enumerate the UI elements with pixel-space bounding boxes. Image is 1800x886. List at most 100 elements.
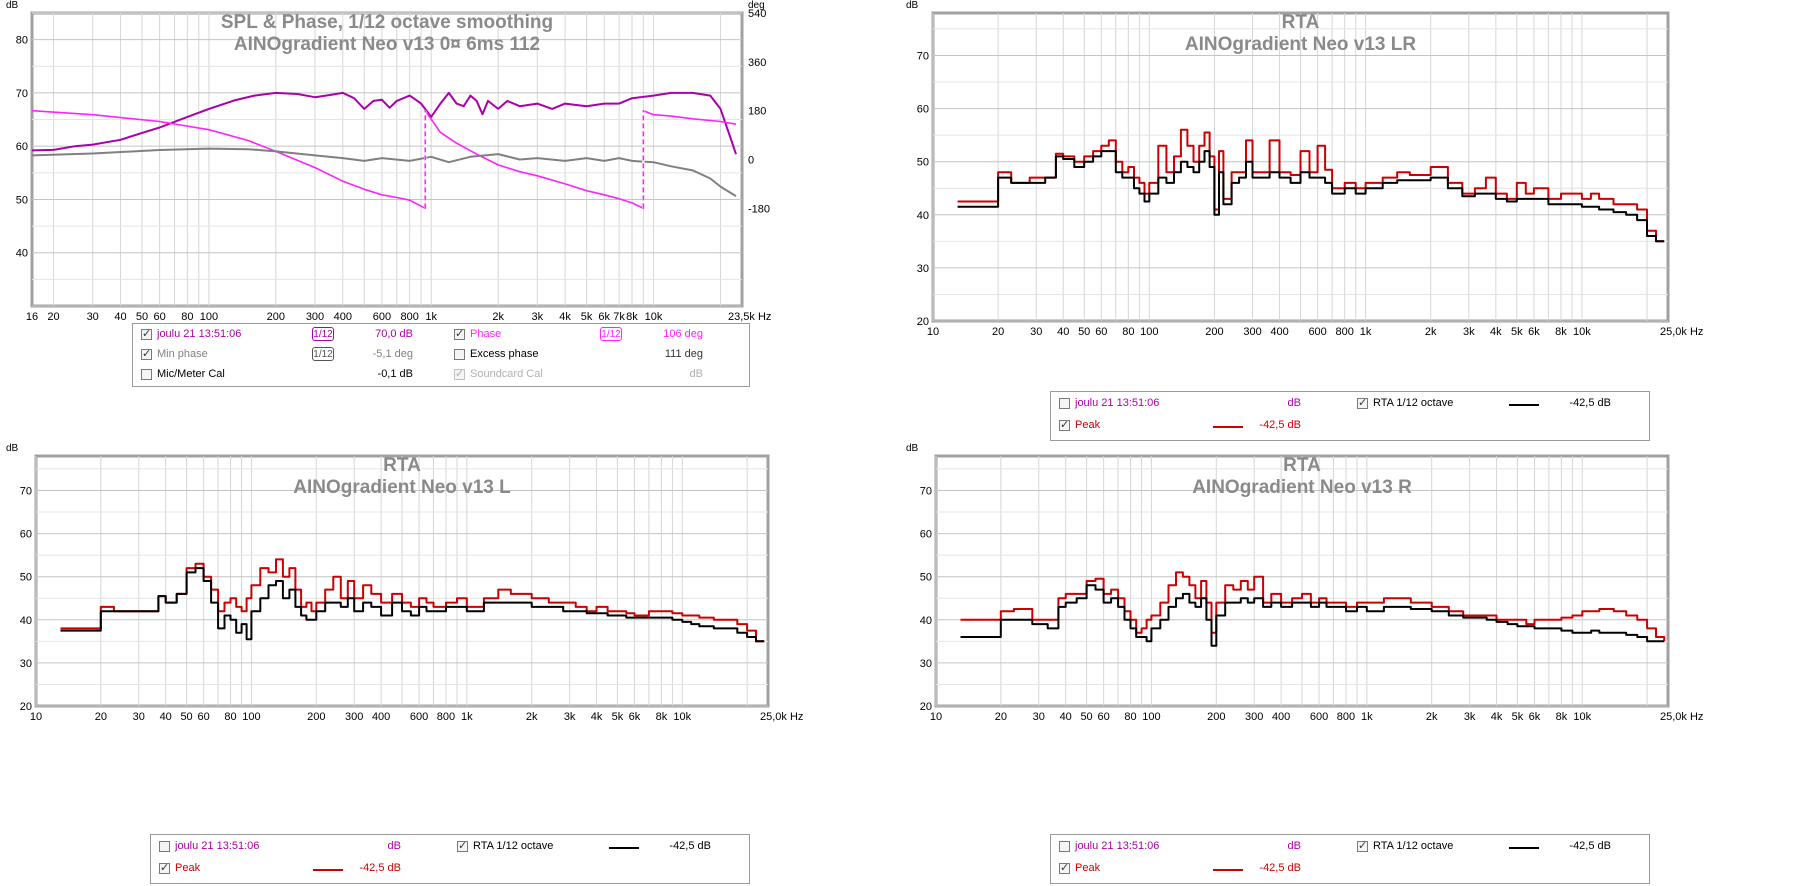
y-tick-label: 60 [20,529,32,541]
chart-subtitle: AINOgradient Neo v13 LR [1185,34,1416,55]
phase-value: 106 deg [663,328,703,340]
y-axis-label: dB [6,0,19,11]
x-tick-label: 1k [1360,326,1372,338]
x-tick-label: 300 [306,311,324,323]
rta-label: RTA 1/12 octave [1373,397,1454,409]
x-tick-label: 4k [591,711,603,723]
joulu-value: dB [1287,840,1301,852]
x-tick-label: 7k [613,311,625,323]
x-tick-label: 30 [1030,326,1042,338]
x-tick-label: 300 [1243,326,1261,338]
x-tick-label: 60 [1098,711,1110,723]
x-tick-label: 600 [410,711,428,723]
x-tick-label: 600 [1308,326,1326,338]
series-line-rta-1-12-octave [957,150,1665,243]
y-tick-label: 70 [20,485,32,497]
x-tick-label: 1k [1361,711,1373,723]
x-tick-label: 60 [198,711,210,723]
peak-swatch [1213,869,1243,871]
series-line-peak [957,128,1665,243]
y2-tick-label: 0 [748,155,754,167]
spl-phase-legend: joulu 21 13:51:06 1/12 70,0 dB Phase 1/1… [132,323,750,387]
x-tick-label: 800 [1337,711,1355,723]
y-tick-label: 60 [16,141,28,153]
x-tick-label: 50 [1078,326,1090,338]
rta-swatch [1509,847,1539,849]
x-tick-label: 60 [153,311,165,323]
y2-tick-label: 180 [748,106,766,118]
x-tick-label: 5k [612,711,624,723]
peak-swatch [1213,426,1243,428]
x-tick-label: 5k [581,311,593,323]
rta-l-legend: joulu 21 13:51:06 dB RTA 1/12 octave -42,5 … [150,834,750,884]
y2-axis-label: deg [748,0,765,11]
x-tick-label: 80 [1124,711,1136,723]
x-tick-label: 4k [1490,326,1502,338]
y2-tick-label: 360 [748,57,766,69]
x-tick-label: 23,5k Hz [728,311,771,323]
y-tick-label: 50 [16,194,28,206]
soundcard-value: dB [689,368,703,380]
x-tick-label: 20 [95,711,107,723]
joulu-value: dB [1287,397,1301,409]
minphase-label: Min phase [157,348,208,360]
x-tick-label: 100 [242,711,260,723]
minphase-checkbox[interactable] [141,347,152,360]
x-tick-label: 1k [425,311,437,323]
x-tick-label: 200 [267,311,285,323]
joulu-checkbox[interactable] [1059,398,1070,409]
spl-phase-plot[interactable]: SPL & Phase, 1/12 octave smoothingAINOgr… [0,0,880,335]
x-tick-label: 8k [626,311,638,323]
excess-label: Excess phase [470,348,539,360]
minphase-smoothing-box[interactable]: 1/12 [312,347,334,361]
x-tick-label: 20 [992,326,1004,338]
mic-checkbox[interactable] [141,369,152,380]
spl-phase-chart: SPL & Phase, 1/12 octave smoothing AINOgr… [0,0,880,335]
y-tick-label: 30 [917,263,929,275]
x-tick-label: 400 [372,711,390,723]
excess-checkbox[interactable] [454,349,465,360]
x-tick-label: 800 [1335,326,1353,338]
x-tick-label: 50 [1080,711,1092,723]
x-tick-label: 2k [526,711,538,723]
phase-checkbox[interactable] [454,327,465,340]
x-tick-label: 10 [30,711,42,723]
chart-title: SPL & Phase, 1/12 octave smoothing [221,12,553,33]
rta-checkbox[interactable] [1357,396,1368,409]
joulu-label: joulu 21 13:51:06 [1075,397,1160,409]
excess-value: 111 deg [664,348,703,360]
y-tick-label: 70 [920,485,932,497]
joulu-checkbox[interactable] [141,327,152,340]
joulu-smoothing-box[interactable]: 1/12 [312,327,334,341]
joulu-checkbox[interactable] [1059,841,1070,852]
rta-label: RTA 1/12 octave [473,840,554,852]
x-tick-label: 2k [492,311,504,323]
x-tick-label: 300 [345,711,363,723]
x-tick-label: 25,0k Hz [1660,711,1703,723]
x-tick-label: 10 [930,711,942,723]
rta-checkbox[interactable] [457,839,468,852]
joulu-checkbox[interactable] [159,841,170,852]
rta-swatch [1509,404,1539,406]
x-tick-label: 5k [1511,326,1523,338]
peak-checkbox[interactable] [1059,418,1070,431]
series-line-joulu-21-13-51-06 [31,91,737,155]
peak-checkbox[interactable] [1059,861,1070,874]
peak-checkbox[interactable] [159,861,170,874]
rta-checkbox[interactable] [1357,839,1368,852]
soundcard-label: Soundcard Cal [470,368,543,380]
chart-title: RTA [1282,12,1320,33]
y-tick-label: 80 [16,35,28,47]
peak-label: Peak [175,862,201,874]
x-tick-label: 40 [1060,711,1072,723]
chart-title: RTA [383,455,421,476]
y-tick-label: 20 [20,701,32,713]
peak-label: Peak [1075,862,1101,874]
phase-smoothing-box[interactable]: 1/12 [600,327,622,341]
rta-l-chart: RTA AINOgradient Neo v13 L dB 20 30 40 50 60 70 1… [0,443,900,833]
x-tick-label: 100 [200,311,218,323]
joulu-value: dB [387,840,401,852]
